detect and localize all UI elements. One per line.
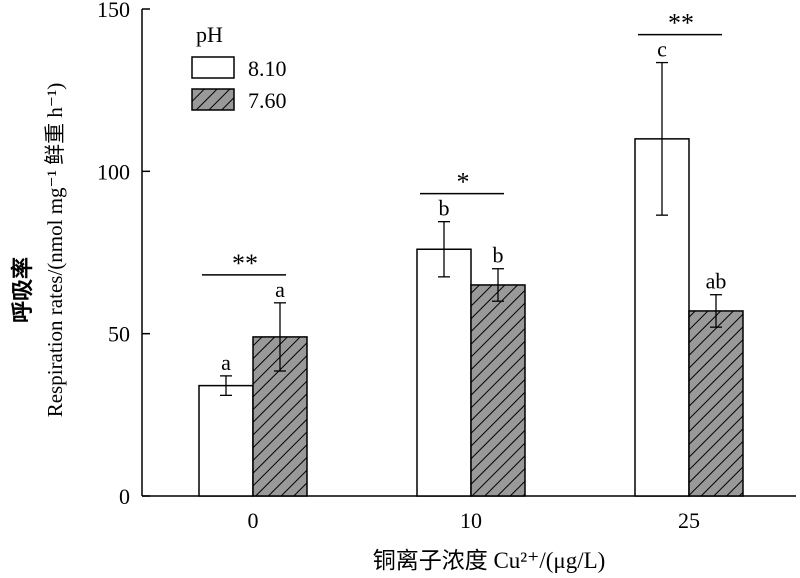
y-axis-label: Respiration rates/(nmol mg⁻¹ 鲜重 h⁻¹) bbox=[43, 83, 67, 418]
significance-markers: ***** bbox=[202, 9, 722, 278]
x-tick-label-0: 0 bbox=[248, 508, 259, 533]
letter-label-0-8.10: a bbox=[221, 350, 231, 375]
significance-label-10: * bbox=[457, 168, 470, 197]
legend-swatch-8-10 bbox=[191, 56, 235, 79]
letter-label-0-7.60: a bbox=[275, 277, 285, 302]
legend: pH 8.10 7.60 bbox=[191, 22, 287, 113]
y-tick-label-1: 50 bbox=[108, 322, 130, 347]
bar-25-7.60 bbox=[688, 310, 744, 497]
letter-label-10-8.10: b bbox=[439, 196, 450, 221]
bar-0-8.10 bbox=[198, 384, 254, 497]
y-tick-label-0: 0 bbox=[119, 484, 130, 509]
x-axis-label: 铜离子浓度 Cu²⁺/(μg/L) bbox=[373, 548, 606, 573]
significance-label-0: ** bbox=[232, 249, 258, 278]
x-tick-label-1: 10 bbox=[460, 508, 482, 533]
y-axis-label-zh: 呼吸率 bbox=[10, 257, 35, 323]
x-tick-label-2: 25 bbox=[678, 508, 700, 533]
y-ticks: 0 50 100 150 bbox=[97, 0, 150, 509]
legend-swatch-7-60 bbox=[191, 88, 235, 111]
significance-label-25: ** bbox=[668, 9, 694, 38]
y-tick-label-3: 150 bbox=[97, 0, 130, 22]
y-tick-label-2: 100 bbox=[97, 159, 130, 184]
bar-10-7.60 bbox=[470, 284, 526, 497]
bar-10-8.10 bbox=[416, 248, 472, 497]
legend-label-7-60: 7.60 bbox=[248, 88, 287, 113]
letter-label-25-7.60: ab bbox=[706, 269, 727, 294]
legend-label-8-10: 8.10 bbox=[248, 56, 287, 81]
letter-label-25-8.10: c bbox=[657, 37, 667, 62]
letter-label-10-7.60: b bbox=[493, 243, 504, 268]
legend-title: pH bbox=[196, 22, 223, 47]
